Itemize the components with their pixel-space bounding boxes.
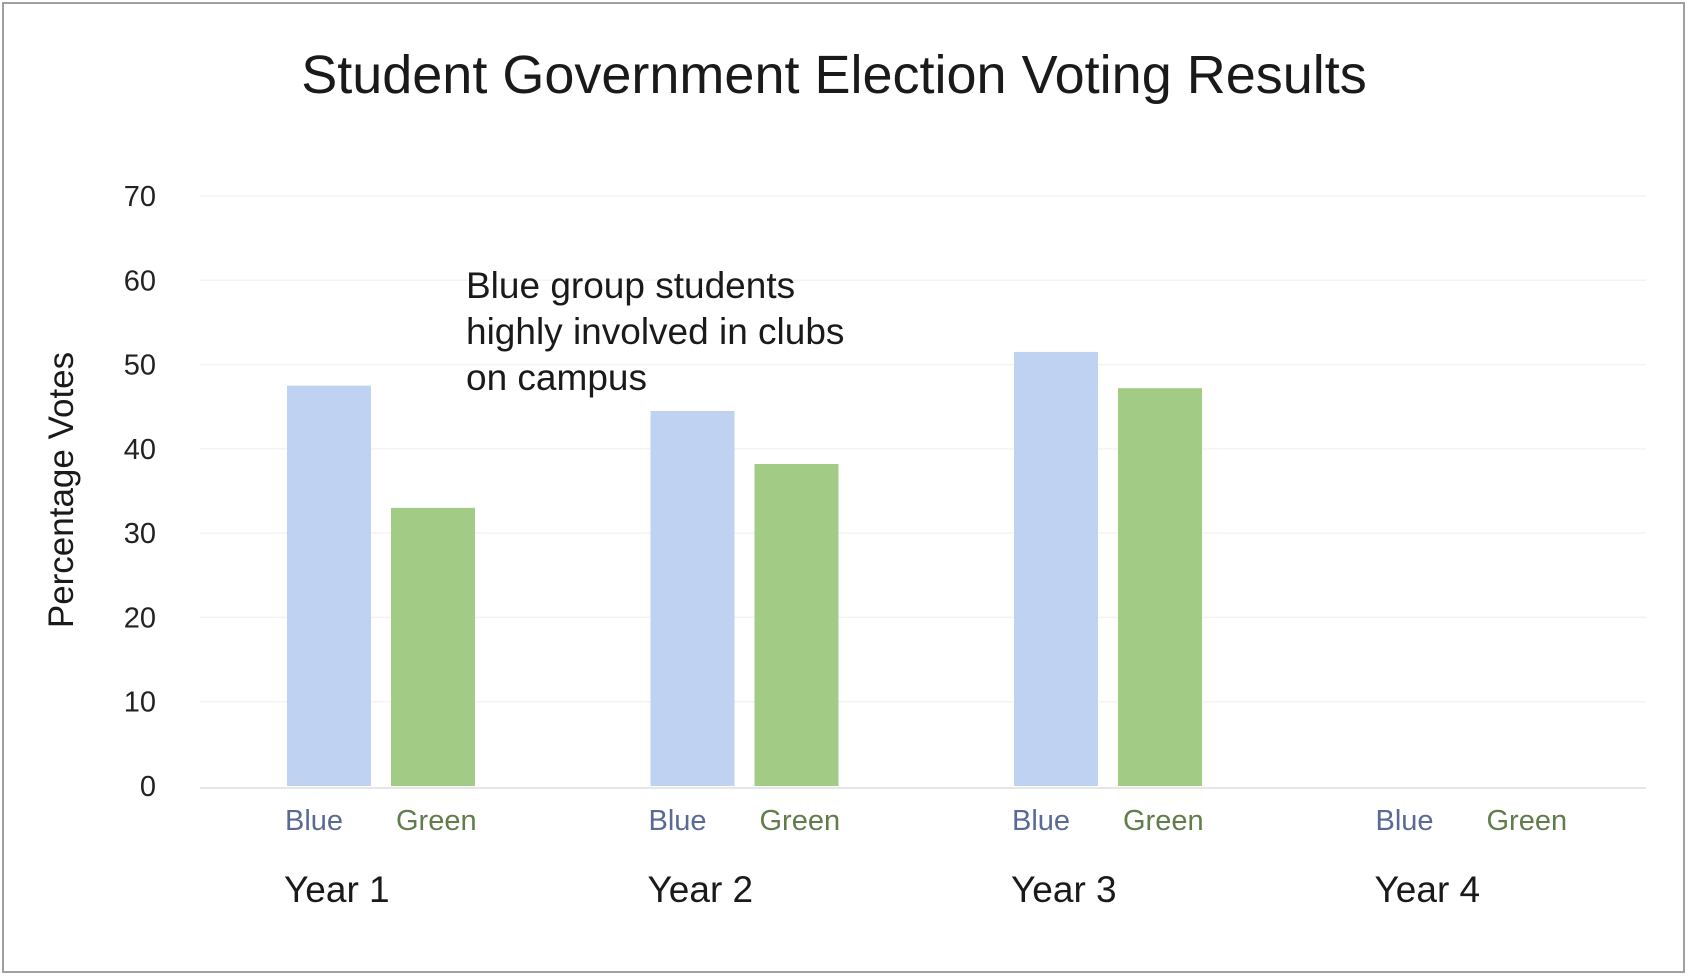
- category-label: Year 3: [1011, 869, 1117, 910]
- bar-green-year-1: [391, 507, 475, 786]
- series-label-green: Green: [1487, 805, 1568, 837]
- bar-blue-year-1: [287, 385, 371, 786]
- bar-green-year-2: [754, 464, 839, 786]
- bar-blue-year-3: [1014, 351, 1098, 786]
- y-tick-label: 70: [124, 181, 156, 213]
- series-label-green: Green: [760, 805, 841, 837]
- series-label-green: Green: [1123, 805, 1204, 837]
- annotation-line: highly involved in clubs: [466, 311, 844, 352]
- y-tick-label: 40: [124, 434, 156, 466]
- x-category-labels: Year 1 Year 2 Year 3 Year 4: [284, 869, 1480, 910]
- category-label: Year 1: [284, 869, 390, 910]
- series-label-blue: Blue: [649, 805, 707, 837]
- x-series-labels: Blue Green Blue Green Blue Green Blue Green: [285, 805, 1567, 837]
- series-label-blue: Blue: [285, 805, 343, 837]
- annotation-line: Blue group students: [466, 265, 795, 306]
- bar-blue-year-2: [650, 410, 735, 786]
- category-label: Year 2: [648, 869, 754, 910]
- y-tick-label: 30: [124, 518, 156, 550]
- y-tick-label: 60: [124, 265, 156, 297]
- y-tick-label: 20: [124, 602, 156, 634]
- series-label-blue: Blue: [1376, 805, 1434, 837]
- category-label: Year 4: [1375, 869, 1481, 910]
- annotation-line: on campus: [466, 357, 647, 398]
- series-label-blue: Blue: [1012, 805, 1070, 837]
- y-tick-label: 0: [140, 771, 156, 803]
- bar-green-year-3: [1118, 388, 1202, 786]
- series-label-green: Green: [396, 805, 477, 837]
- y-tick-label: 10: [124, 687, 156, 719]
- y-axis-ticks: 0 10 20 30 40 50 60 70: [124, 181, 156, 803]
- y-axis-label: Percentage Votes: [42, 352, 81, 628]
- chart-title: Student Government Election Voting Resul…: [301, 45, 1367, 105]
- y-tick-label: 50: [124, 350, 156, 382]
- bars: [287, 351, 1202, 786]
- annotation-note: Blue group students highly involved in cl…: [466, 265, 844, 398]
